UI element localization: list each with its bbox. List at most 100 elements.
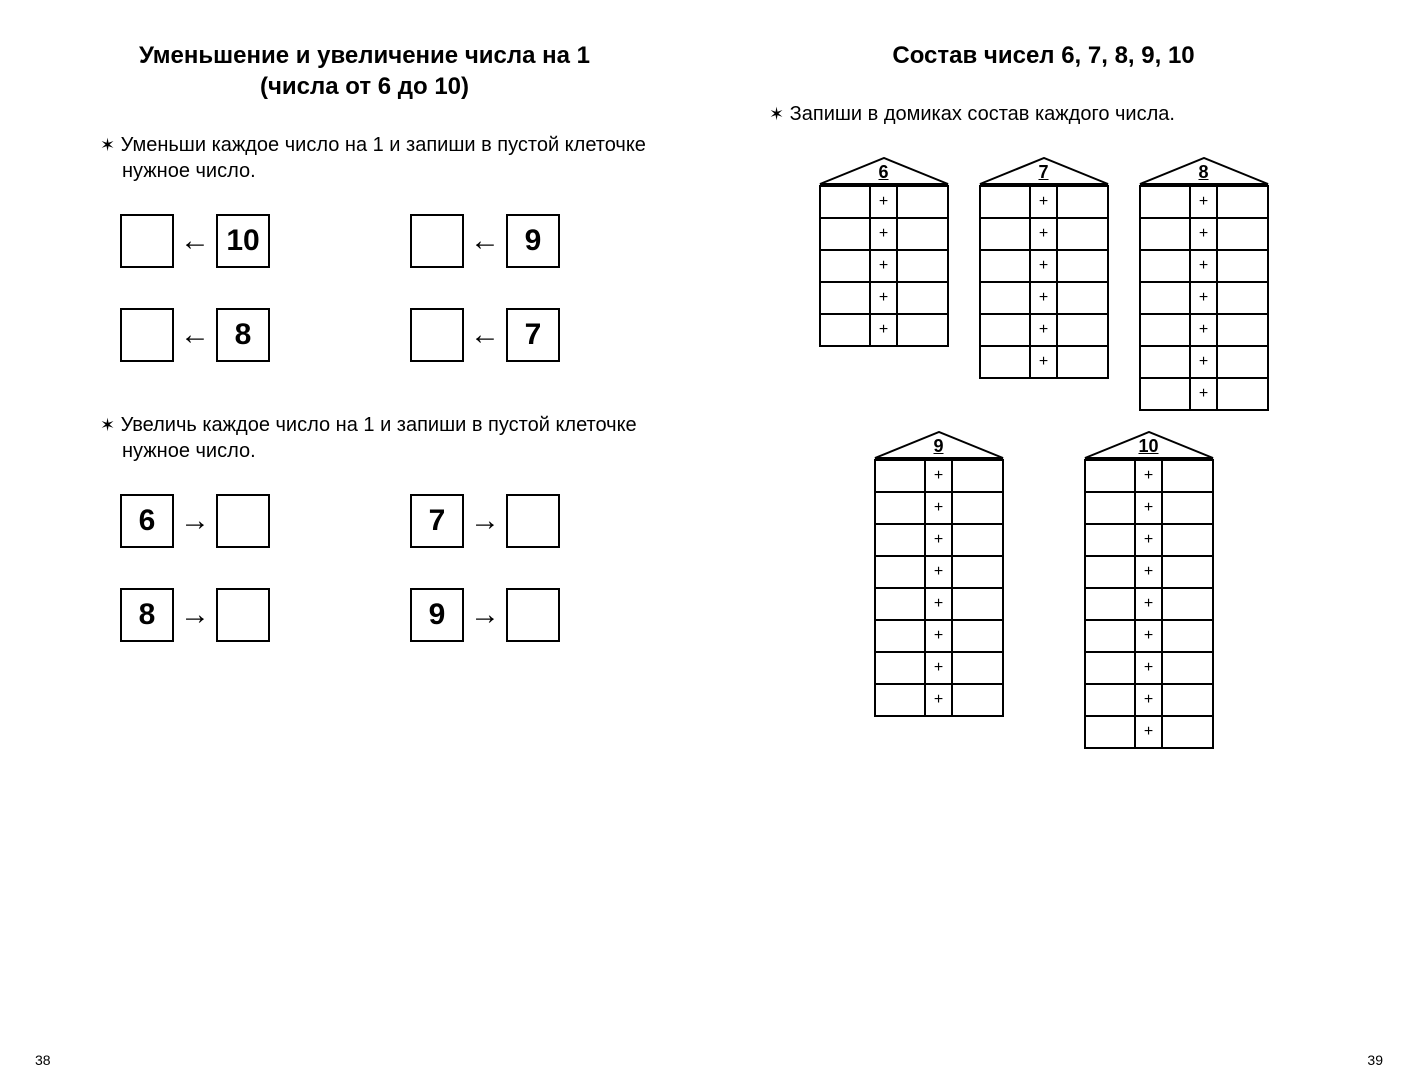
house-cell-right[interactable] <box>1162 684 1213 716</box>
house-cell-right[interactable] <box>1057 186 1108 218</box>
house-cell-right[interactable] <box>1057 314 1108 346</box>
answer-box[interactable] <box>120 308 174 362</box>
house-cell-right[interactable] <box>1162 716 1213 748</box>
house-cell-right[interactable] <box>952 652 1003 684</box>
house-cell-right[interactable] <box>952 460 1003 492</box>
house-cell-left[interactable] <box>1085 620 1136 652</box>
house-cell-left[interactable] <box>1085 588 1136 620</box>
house-cell-right[interactable] <box>1057 346 1108 378</box>
answer-box[interactable] <box>120 214 174 268</box>
arrow-left-icon: ← <box>178 224 212 258</box>
house-cell-right[interactable] <box>952 620 1003 652</box>
house-roof: 6 <box>819 157 949 185</box>
house-cell-right[interactable] <box>1162 588 1213 620</box>
house-cell-left[interactable] <box>1085 492 1136 524</box>
house-cell-left[interactable] <box>980 314 1031 346</box>
house-6: 6+++++ <box>819 157 949 347</box>
star-icon: ✶ <box>769 104 784 124</box>
house-cell-left[interactable] <box>875 588 926 620</box>
house-number: 8 <box>1198 162 1208 183</box>
house-cell-left[interactable] <box>980 346 1031 378</box>
plus-icon: + <box>925 524 951 556</box>
house-cell-right[interactable] <box>1057 250 1108 282</box>
house-cell-right[interactable] <box>897 186 948 218</box>
house-cell-right[interactable] <box>1217 186 1268 218</box>
house-cell-right[interactable] <box>897 218 948 250</box>
answer-box[interactable] <box>216 588 270 642</box>
house-cell-right[interactable] <box>1057 282 1108 314</box>
house-cell-left[interactable] <box>1140 218 1191 250</box>
plus-icon: + <box>1135 524 1161 556</box>
house-cell-left[interactable] <box>1140 250 1191 282</box>
house-cell-right[interactable] <box>1162 492 1213 524</box>
house-cell-left[interactable] <box>875 620 926 652</box>
house-cell-right[interactable] <box>1162 460 1213 492</box>
house-cell-left[interactable] <box>1140 186 1191 218</box>
house-cell-left[interactable] <box>980 218 1031 250</box>
house-cell-left[interactable] <box>1140 378 1191 410</box>
house-cell-left[interactable] <box>1085 684 1136 716</box>
house-cell-right[interactable] <box>1162 652 1213 684</box>
house-cell-left[interactable] <box>1085 460 1136 492</box>
house-cell-right[interactable] <box>1217 218 1268 250</box>
house-cell-right[interactable] <box>1057 218 1108 250</box>
house-cell-left[interactable] <box>1140 346 1191 378</box>
answer-box[interactable] <box>410 308 464 362</box>
house-cell-left[interactable] <box>980 186 1031 218</box>
house-cell-left[interactable] <box>875 492 926 524</box>
answer-box[interactable] <box>216 494 270 548</box>
house-cell-left[interactable] <box>875 652 926 684</box>
plus-icon: + <box>1135 652 1161 684</box>
house-cell-right[interactable] <box>952 524 1003 556</box>
house-cell-left[interactable] <box>980 282 1031 314</box>
house-cell-left[interactable] <box>820 218 871 250</box>
house-cell-right[interactable] <box>897 282 948 314</box>
plus-icon: + <box>1190 186 1216 218</box>
house-cell-right[interactable] <box>952 492 1003 524</box>
value-box: 8 <box>120 588 174 642</box>
house-cell-left[interactable] <box>1085 652 1136 684</box>
house-cell-left[interactable] <box>875 524 926 556</box>
decrease-pair: ← 10 <box>120 214 270 268</box>
house-cell-right[interactable] <box>1217 314 1268 346</box>
plus-icon: + <box>1135 492 1161 524</box>
house-cell-left[interactable] <box>820 186 871 218</box>
house-cell-left[interactable] <box>875 556 926 588</box>
house-cell-left[interactable] <box>820 314 871 346</box>
plus-icon: + <box>870 314 896 346</box>
house-table: +++++++++ <box>1084 459 1214 749</box>
house-cell-right[interactable] <box>1217 346 1268 378</box>
house-cell-left[interactable] <box>980 250 1031 282</box>
answer-box[interactable] <box>410 214 464 268</box>
house-cell-left[interactable] <box>820 282 871 314</box>
house-cell-left[interactable] <box>820 250 871 282</box>
arrow-right-icon: → <box>178 504 212 538</box>
house-cell-right[interactable] <box>1217 378 1268 410</box>
house-cell-right[interactable] <box>952 684 1003 716</box>
house-cell-right[interactable] <box>952 556 1003 588</box>
house-cell-right[interactable] <box>1162 556 1213 588</box>
plus-icon: + <box>925 652 951 684</box>
house-cell-right[interactable] <box>1162 524 1213 556</box>
house-9: 9++++++++ <box>874 431 1004 717</box>
house-cell-right[interactable] <box>897 314 948 346</box>
house-cell-right[interactable] <box>1217 282 1268 314</box>
house-cell-right[interactable] <box>1217 250 1268 282</box>
arrow-left-icon: ← <box>468 318 502 352</box>
house-cell-right[interactable] <box>952 588 1003 620</box>
house-cell-left[interactable] <box>1140 314 1191 346</box>
house-cell-left[interactable] <box>875 684 926 716</box>
answer-box[interactable] <box>506 588 560 642</box>
answer-box[interactable] <box>506 494 560 548</box>
house-cell-right[interactable] <box>1162 620 1213 652</box>
plus-icon: + <box>1190 218 1216 250</box>
house-cell-left[interactable] <box>1085 716 1136 748</box>
house-cell-right[interactable] <box>897 250 948 282</box>
house-cell-left[interactable] <box>1085 556 1136 588</box>
house-cell-left[interactable] <box>1085 524 1136 556</box>
plus-icon: + <box>1135 556 1161 588</box>
house-cell-left[interactable] <box>1140 282 1191 314</box>
house-cell-left[interactable] <box>875 460 926 492</box>
task-decrease-text: Уменьши каждое число на 1 и запиши в пус… <box>121 134 646 182</box>
house-10: 10+++++++++ <box>1084 431 1214 749</box>
